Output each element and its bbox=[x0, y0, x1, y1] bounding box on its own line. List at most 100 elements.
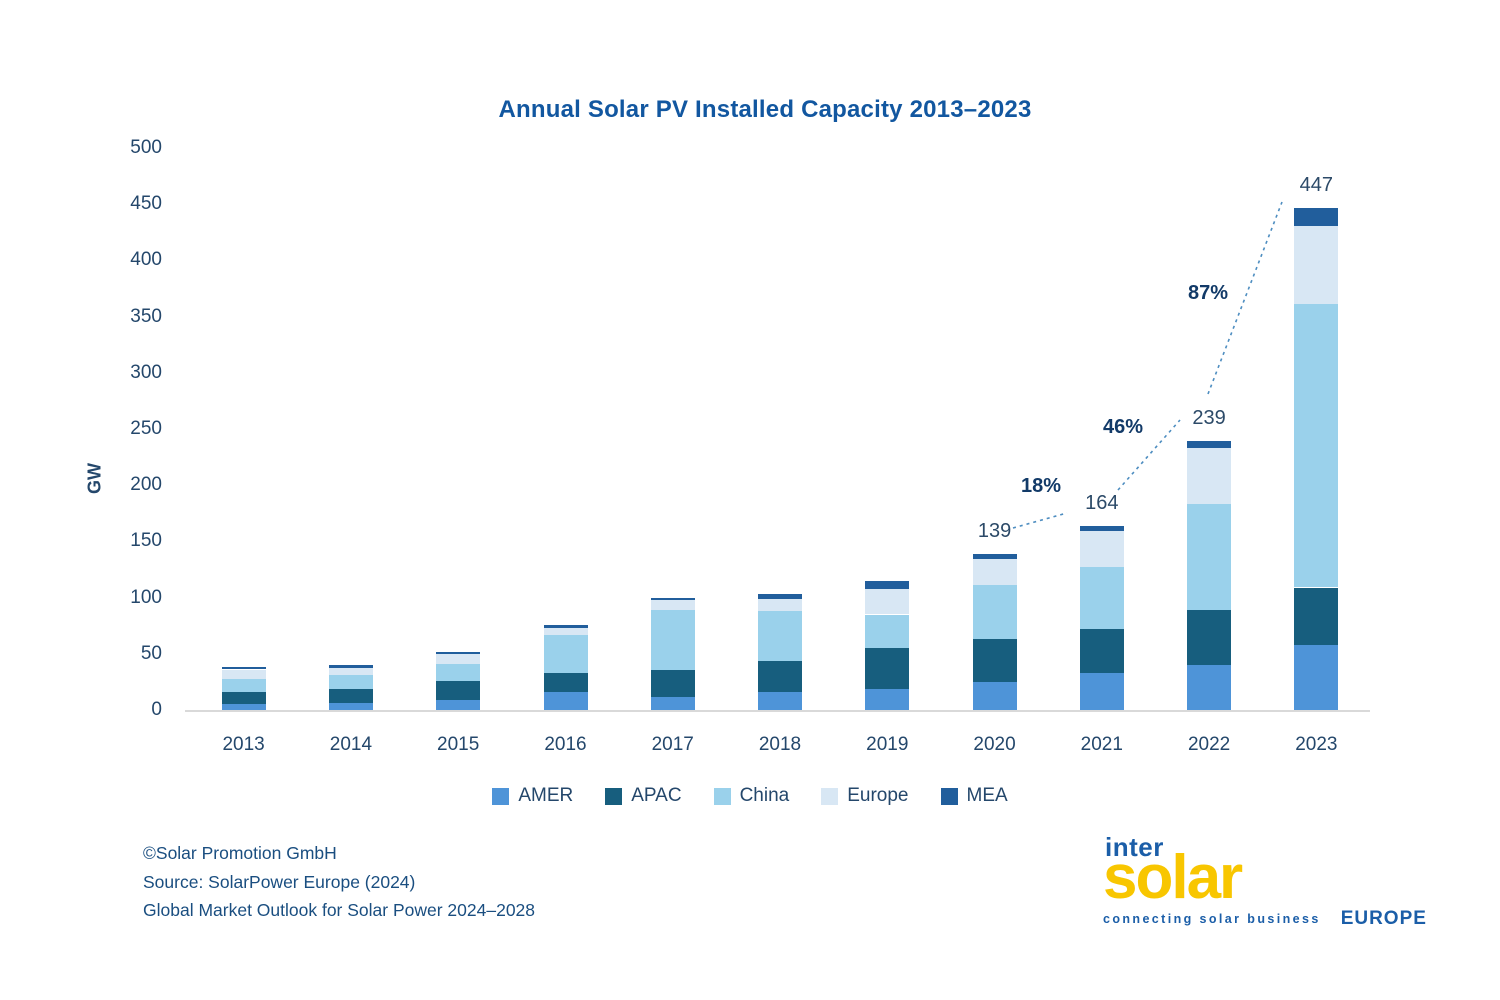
growth-label-2022-2023: 87% bbox=[1187, 282, 1229, 304]
bar-segment-europe-2016 bbox=[543, 627, 588, 635]
legend-swatch-europe bbox=[821, 787, 839, 805]
chart-title: Annual Solar PV Installed Capacity 2013–… bbox=[498, 96, 1032, 123]
x-label-2015: 2015 bbox=[437, 734, 480, 755]
bar-segment-china-2014 bbox=[328, 675, 373, 689]
bar-segment-china-2023 bbox=[1294, 304, 1339, 588]
total-label-2020: 139 bbox=[977, 519, 1012, 542]
bar-segment-amer-2015 bbox=[436, 699, 481, 710]
bar-segment-apac-2022 bbox=[1187, 610, 1232, 666]
bar-segment-mea-2018 bbox=[758, 594, 802, 599]
x-label-2021: 2021 bbox=[1080, 734, 1123, 755]
y-tick-0: 0 bbox=[151, 699, 162, 720]
total-label-2022: 239 bbox=[1192, 407, 1226, 430]
bar-segment-apac-2019 bbox=[865, 648, 910, 689]
legend-swatch-apac bbox=[605, 787, 623, 805]
intersolar-logo: inter solar connecting solar business EU… bbox=[1103, 832, 1426, 930]
bar-segment-apac-2013 bbox=[221, 692, 266, 705]
bar-segment-china-2021 bbox=[1079, 567, 1124, 630]
bar-segment-china-2019 bbox=[865, 614, 910, 649]
bar-segment-china-2020 bbox=[972, 585, 1017, 640]
bar-segment-apac-2014 bbox=[328, 688, 373, 704]
bar-segment-china-2013 bbox=[221, 678, 266, 692]
footer-source: Source: SolarPower Europe (2024) bbox=[143, 871, 416, 892]
bar-segment-europe-2020 bbox=[972, 559, 1017, 586]
bar-segment-amer-2013 bbox=[221, 704, 266, 710]
bar-segment-mea-2015 bbox=[436, 651, 481, 654]
bar-segment-mea-2021 bbox=[1079, 525, 1124, 532]
bar-segment-europe-2019 bbox=[865, 588, 910, 615]
bar-segment-mea-2023 bbox=[1294, 207, 1339, 226]
x-label-2020: 2020 bbox=[973, 734, 1016, 755]
total-label-2021: 164 bbox=[1085, 491, 1119, 514]
legend-item-china: China bbox=[713, 785, 790, 807]
bar-segment-europe-2021 bbox=[1079, 531, 1124, 568]
logo-region: EUROPE bbox=[1340, 908, 1427, 930]
x-axis-line bbox=[185, 710, 1370, 712]
bar-segment-mea-2022 bbox=[1187, 441, 1232, 449]
growth-label-2021-2022: 46% bbox=[1102, 416, 1144, 438]
legend-item-apac: APAC bbox=[605, 785, 682, 807]
bar-segment-apac-2017 bbox=[650, 669, 695, 697]
x-label-2016: 2016 bbox=[544, 734, 587, 755]
bar-segment-amer-2016 bbox=[543, 692, 588, 710]
y-tick-250: 250 bbox=[130, 418, 162, 439]
bar-segment-europe-2015 bbox=[436, 653, 481, 664]
bar-segment-apac-2018 bbox=[758, 660, 802, 692]
y-tick-500: 500 bbox=[130, 137, 162, 158]
logo-inter-text: inter bbox=[1105, 832, 1164, 862]
footer-report: Global Market Outlook for Solar Power 20… bbox=[143, 900, 536, 920]
legend-swatch-mea bbox=[940, 787, 958, 805]
bar-segment-mea-2019 bbox=[865, 580, 910, 589]
x-label-2023: 2023 bbox=[1295, 734, 1338, 755]
legend-swatch-amer bbox=[492, 787, 510, 805]
x-label-2019: 2019 bbox=[866, 734, 909, 755]
bar-segment-europe-2017 bbox=[650, 599, 695, 610]
x-label-2022: 2022 bbox=[1187, 734, 1231, 755]
y-tick-50: 50 bbox=[140, 642, 162, 664]
legend-label-apac: APAC bbox=[631, 785, 682, 806]
chart-legend: AMER APAC China Europe MEA bbox=[0, 785, 1500, 807]
bar-segment-apac-2020 bbox=[972, 639, 1017, 682]
y-tick-150: 150 bbox=[130, 530, 162, 552]
bar-segment-china-2015 bbox=[436, 663, 481, 681]
legend-label-mea: MEA bbox=[966, 785, 1008, 806]
bar-segment-china-2018 bbox=[758, 611, 802, 661]
y-tick-200: 200 bbox=[130, 474, 162, 496]
footer-credits: ©Solar Promotion GmbH Source: SolarPower… bbox=[143, 839, 535, 925]
legend-item-mea: MEA bbox=[940, 785, 1008, 807]
bar-segment-amer-2023 bbox=[1294, 644, 1339, 710]
bar-segment-china-2016 bbox=[543, 634, 588, 673]
y-tick-100: 100 bbox=[130, 586, 162, 608]
logo-tagline: connecting solar business bbox=[1103, 912, 1321, 927]
y-tick-450: 450 bbox=[130, 193, 162, 215]
bar-segment-apac-2021 bbox=[1079, 629, 1124, 673]
x-label-2014: 2014 bbox=[329, 734, 373, 755]
bar-segment-amer-2020 bbox=[972, 681, 1017, 710]
footer-copyright: ©Solar Promotion GmbH bbox=[143, 843, 337, 863]
legend-item-europe: Europe bbox=[821, 785, 909, 807]
bar-segment-europe-2013 bbox=[221, 669, 266, 679]
bar-segment-europe-2023 bbox=[1294, 225, 1339, 305]
bar-segment-amer-2022 bbox=[1187, 665, 1232, 710]
x-label-2017: 2017 bbox=[651, 734, 694, 755]
bar-segment-apac-2016 bbox=[543, 672, 588, 692]
legend-item-amer: AMER bbox=[492, 785, 573, 807]
bar-segment-mea-2013 bbox=[221, 667, 266, 670]
bar-segment-mea-2014 bbox=[328, 665, 373, 669]
bar-segment-europe-2014 bbox=[328, 668, 373, 676]
legend-label-europe: Europe bbox=[847, 785, 909, 806]
total-label-2023: 447 bbox=[1299, 173, 1334, 196]
bar-segment-amer-2019 bbox=[865, 688, 910, 710]
logo-solar-text: solar bbox=[1103, 843, 1243, 913]
bar-segment-china-2017 bbox=[650, 610, 695, 670]
bar-segment-amer-2014 bbox=[328, 703, 373, 710]
growth-label-2020-2021: 18% bbox=[1020, 475, 1062, 497]
bar-segment-europe-2022 bbox=[1187, 448, 1232, 505]
bar-segment-amer-2017 bbox=[650, 696, 695, 710]
bar-segment-europe-2018 bbox=[758, 598, 802, 612]
legend-label-china: China bbox=[739, 785, 790, 806]
bar-segment-china-2022 bbox=[1187, 504, 1232, 610]
bar-segment-amer-2018 bbox=[758, 692, 802, 710]
x-label-2018: 2018 bbox=[758, 734, 802, 755]
